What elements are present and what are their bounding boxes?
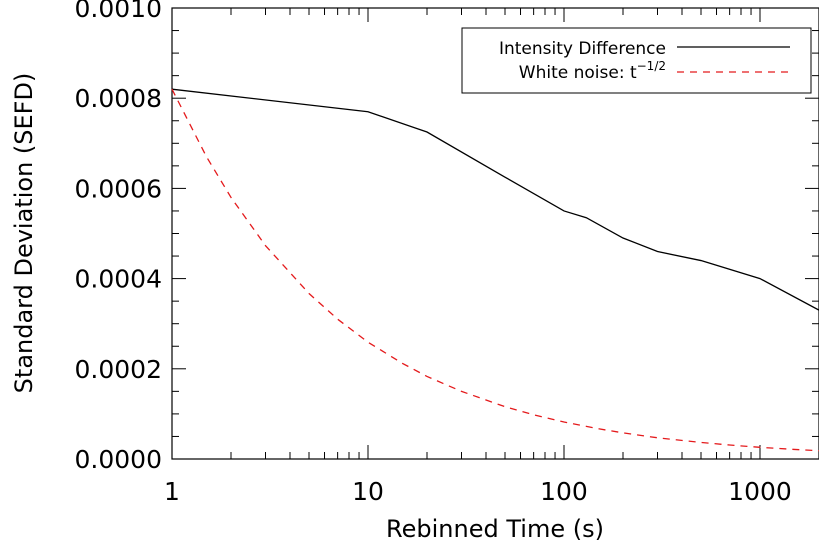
- legend-label-white-noise: White noise: t−1/2: [519, 59, 666, 83]
- y-tick-labels: 0.0000 0.0002 0.0004 0.0006 0.0008 0.0010: [75, 0, 162, 474]
- x-tick-label: 1: [164, 477, 180, 506]
- x-tick-label: 10: [352, 477, 384, 506]
- legend-label-white-noise-exponent: −1/2: [637, 59, 666, 73]
- x-axis-label: Rebinned Time (s): [386, 515, 604, 543]
- y-tick-label: 0.0010: [75, 0, 162, 23]
- y-axis-label: Standard Deviation (SEFD): [10, 73, 38, 394]
- y-tick-label: 0.0002: [75, 355, 162, 384]
- x-tick-label: 1000: [728, 477, 792, 506]
- y-tick-label: 0.0008: [75, 84, 162, 113]
- legend-label-intensity-difference: Intensity Difference: [499, 39, 666, 59]
- series-line-intensity-difference: [171, 88, 819, 311]
- series-layer: [171, 88, 819, 452]
- legend-box: [461, 27, 812, 94]
- axis-ticks: [171, 7, 819, 460]
- x-tick-label: 100: [540, 477, 588, 506]
- legend-label-white-noise-base: White noise: t: [519, 63, 637, 83]
- y-tick-label: 0.0004: [75, 265, 162, 294]
- series-line-white-noise: [171, 88, 819, 452]
- x-tick-labels: 1 10 100 1000: [164, 477, 792, 506]
- y-tick-label: 0.0006: [75, 174, 162, 203]
- y-tick-label: 0.0000: [75, 445, 162, 474]
- legend: Intensity Difference White noise: t−1/2: [461, 27, 812, 94]
